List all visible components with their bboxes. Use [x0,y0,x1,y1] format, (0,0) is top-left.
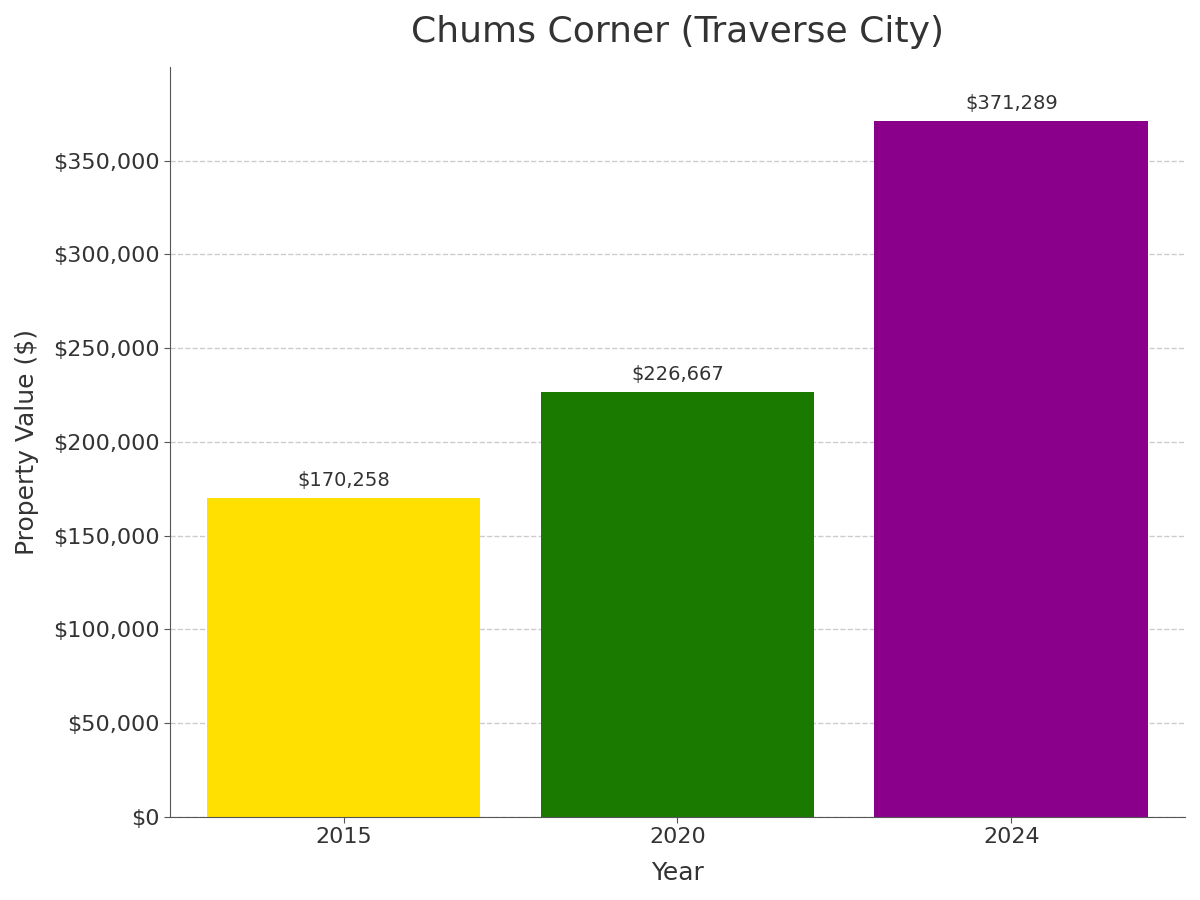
Text: $170,258: $170,258 [298,471,390,491]
Text: $371,289: $371,289 [965,94,1057,113]
Bar [206,498,480,816]
X-axis label: Year: Year [652,861,704,885]
Bar [540,392,815,816]
Text: $226,667: $226,667 [631,365,724,384]
Y-axis label: Property Value ($): Property Value ($) [16,328,40,554]
Title: Chums Corner (Traverse City): Chums Corner (Traverse City) [410,15,944,49]
Bar [875,121,1148,816]
